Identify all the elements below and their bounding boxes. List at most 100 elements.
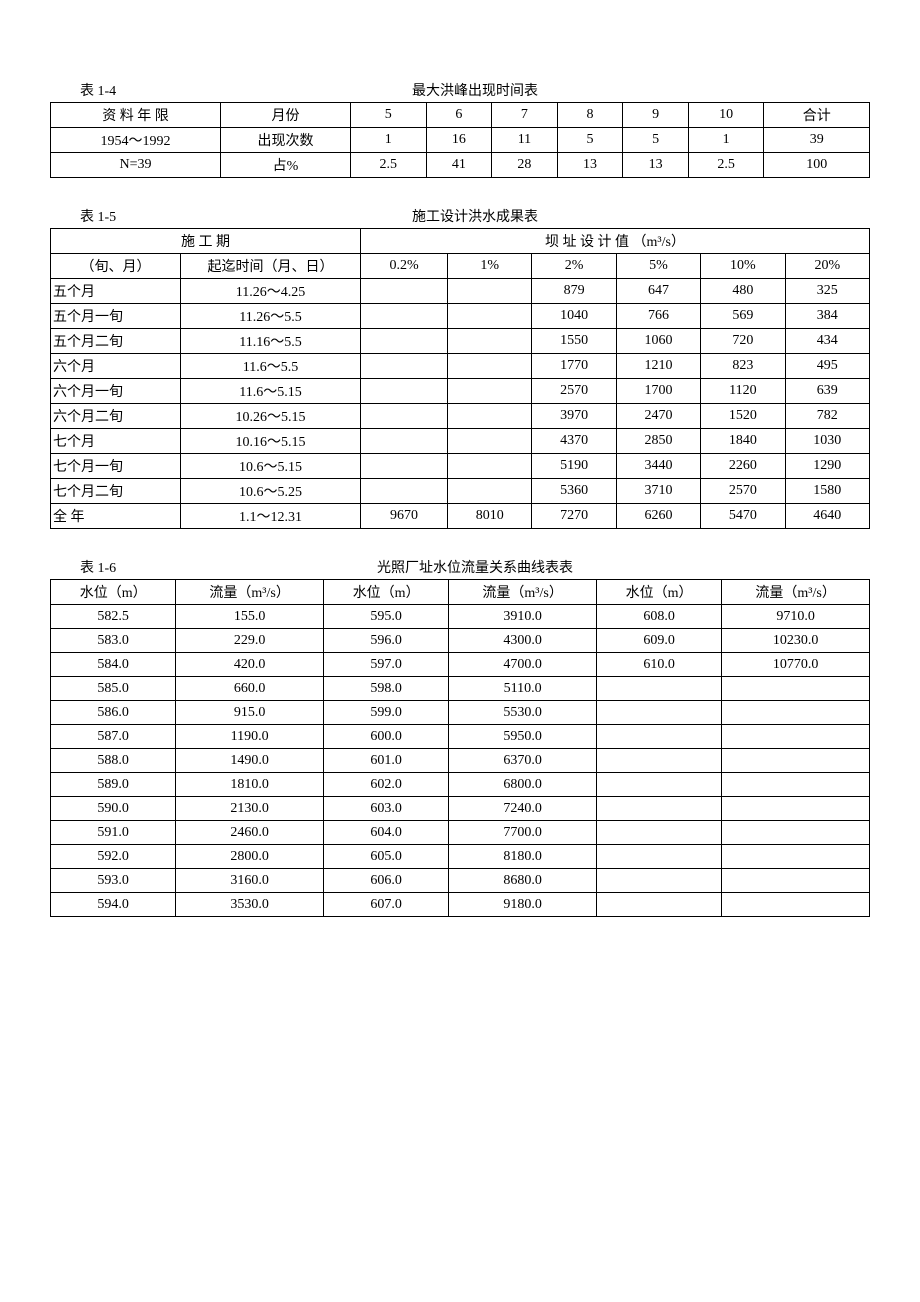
cell: 7240.0 xyxy=(449,797,597,821)
cell: 600.0 xyxy=(323,725,448,749)
cell: 5110.0 xyxy=(449,677,597,701)
cell: 11 xyxy=(492,128,558,153)
cell: 2850 xyxy=(616,429,700,454)
cell xyxy=(596,797,721,821)
cell: 10% xyxy=(701,254,785,279)
cell: 1520 xyxy=(701,404,785,429)
cell: 593.0 xyxy=(51,869,176,893)
title-row: 表 1-6 光照厂址水位流量关系曲线表表 xyxy=(50,557,870,577)
cell: 5360 xyxy=(532,479,616,504)
cell: 155.0 xyxy=(176,605,324,629)
cell: 10230.0 xyxy=(722,629,870,653)
cell: 10.6～5.15 xyxy=(181,454,361,479)
cell: （旬、月） xyxy=(51,254,181,279)
cell: 3970 xyxy=(532,404,616,429)
table-row: 六个月二旬10.26～5.15397024701520782 xyxy=(51,404,870,429)
cell: 585.0 xyxy=(51,677,176,701)
cell xyxy=(448,454,532,479)
cell xyxy=(596,845,721,869)
cell: 合计 xyxy=(764,103,870,128)
cell: 9670 xyxy=(361,504,448,529)
cell: 5190 xyxy=(532,454,616,479)
cell: 20% xyxy=(785,254,869,279)
cell: 全 年 xyxy=(51,504,181,529)
cell: 1490.0 xyxy=(176,749,324,773)
cell: 占% xyxy=(221,153,351,178)
cell: 590.0 xyxy=(51,797,176,821)
cell xyxy=(448,304,532,329)
table-row: 1954～1992 出现次数 1 16 11 5 5 1 39 xyxy=(51,128,870,153)
cell: 月份 xyxy=(221,103,351,128)
cell xyxy=(596,677,721,701)
cell: 1.1～12.31 xyxy=(181,504,361,529)
cell: 5 xyxy=(557,128,623,153)
cell: 7270 xyxy=(532,504,616,529)
cell: 3710 xyxy=(616,479,700,504)
cell: 1 xyxy=(688,128,764,153)
cell: 2% xyxy=(532,254,616,279)
cell: 1030 xyxy=(785,429,869,454)
cell: 3440 xyxy=(616,454,700,479)
cell: 1060 xyxy=(616,329,700,354)
cell xyxy=(448,429,532,454)
cell: 5 xyxy=(623,128,689,153)
table-row: 589.01810.0602.06800.0 xyxy=(51,773,870,797)
cell: 五个月一旬 xyxy=(51,304,181,329)
cell xyxy=(596,749,721,773)
cell: 434 xyxy=(785,329,869,354)
table-row: N=39 占% 2.5 41 28 13 13 2.5 100 xyxy=(51,153,870,178)
cell: 597.0 xyxy=(323,653,448,677)
cell: 10 xyxy=(688,103,764,128)
cell: 1580 xyxy=(785,479,869,504)
cell: 流量（m³/s） xyxy=(449,580,597,605)
cell: 8680.0 xyxy=(449,869,597,893)
cell: 603.0 xyxy=(323,797,448,821)
title-row: 表 1-5 施工设计洪水成果表 xyxy=(50,206,870,226)
table-row: 594.03530.0607.09180.0 xyxy=(51,893,870,917)
table-row: 七个月10.16～5.154370285018401030 xyxy=(51,429,870,454)
table-row: 施 工 期 坝 址 设 计 值 （m³/s） xyxy=(51,229,870,254)
cell: 39 xyxy=(764,128,870,153)
cell: 水位（m） xyxy=(323,580,448,605)
cell: 0.2% xyxy=(361,254,448,279)
cell: 605.0 xyxy=(323,845,448,869)
cell xyxy=(448,479,532,504)
cell: 2800.0 xyxy=(176,845,324,869)
cell: 出现次数 xyxy=(221,128,351,153)
cell: 坝 址 设 计 值 （m³/s） xyxy=(361,229,870,254)
cell: 11.26～5.5 xyxy=(181,304,361,329)
cell: 5530.0 xyxy=(449,701,597,725)
cell: 5% xyxy=(616,254,700,279)
cell: 10.6～5.25 xyxy=(181,479,361,504)
cell: 588.0 xyxy=(51,749,176,773)
cell: 596.0 xyxy=(323,629,448,653)
cell: 13 xyxy=(623,153,689,178)
cell: 11.6～5.5 xyxy=(181,354,361,379)
cell: 水位（m） xyxy=(596,580,721,605)
cell: 604.0 xyxy=(323,821,448,845)
table-row: 六个月11.6～5.517701210823495 xyxy=(51,354,870,379)
cell: 495 xyxy=(785,354,869,379)
cell: 1% xyxy=(448,254,532,279)
cell: 起迄时间（月、日） xyxy=(181,254,361,279)
cell: 598.0 xyxy=(323,677,448,701)
cell xyxy=(722,773,870,797)
table-1-6-section: 表 1-6 光照厂址水位流量关系曲线表表 水位（m） 流量（m³/s） 水位（m… xyxy=(50,557,870,917)
table-row: 590.02130.0603.07240.0 xyxy=(51,797,870,821)
cell: 639 xyxy=(785,379,869,404)
cell: 13 xyxy=(557,153,623,178)
cell: 4700.0 xyxy=(449,653,597,677)
cell: 594.0 xyxy=(51,893,176,917)
cell: 2470 xyxy=(616,404,700,429)
table-row: 六个月一旬11.6～5.15257017001120639 xyxy=(51,379,870,404)
table-row: 水位（m） 流量（m³/s） 水位（m） 流量（m³/s） 水位（m） 流量（m… xyxy=(51,580,870,605)
cell xyxy=(596,893,721,917)
cell xyxy=(361,479,448,504)
cell: 3910.0 xyxy=(449,605,597,629)
table-row: 583.0229.0596.04300.0609.010230.0 xyxy=(51,629,870,653)
table-1-5: 施 工 期 坝 址 设 计 值 （m³/s） （旬、月） 起迄时间（月、日） 0… xyxy=(50,228,870,529)
cell: 资 料 年 限 xyxy=(51,103,221,128)
cell: N=39 xyxy=(51,153,221,178)
cell: 660.0 xyxy=(176,677,324,701)
cell: 6370.0 xyxy=(449,749,597,773)
